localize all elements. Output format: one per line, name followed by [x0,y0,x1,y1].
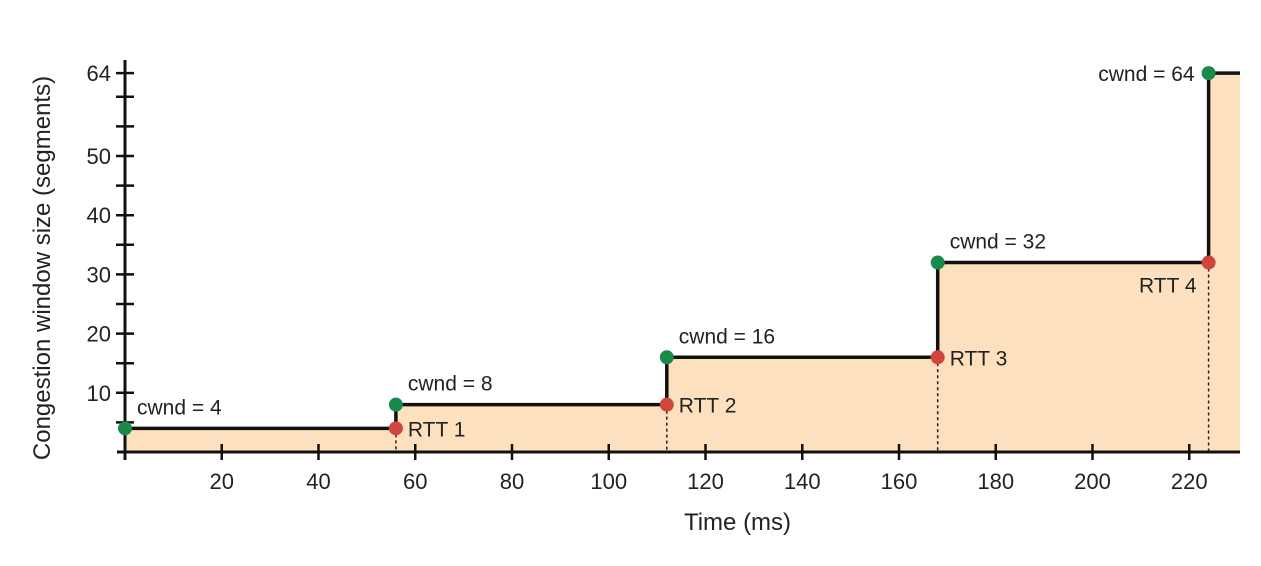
x-tick-label-20: 20 [210,469,234,494]
cwnd-label-3: cwnd = 16 [679,325,775,348]
cwnd-point-1 [118,421,132,436]
rtt-point-4 [1201,255,1216,270]
y-tick-label-40: 40 [87,203,111,228]
x-tick-label-120: 120 [687,469,724,494]
x-tick-label-160: 160 [881,469,918,494]
x-tick-label-220: 220 [1171,469,1208,494]
cwnd-label-2: cwnd = 8 [408,373,493,396]
cwnd-point-3 [659,350,674,365]
cwnd-point-2 [388,397,403,412]
cwnd-label-4: cwnd = 32 [950,231,1046,254]
rtt-label-4: RTT 4 [1139,275,1197,298]
cwnd-step-line [125,71,1240,431]
rtt-label-1: RTT 1 [408,418,466,441]
cwnd-point-4 [930,255,945,270]
cwnd-label-1: cwnd = 4 [137,396,222,419]
rtt-point-1 [388,421,403,436]
x-tick-label-40: 40 [306,469,330,494]
cwnd-label-5: cwnd = 64 [1098,63,1195,86]
x-tick-label-100: 100 [590,469,627,494]
rtt-point-3 [930,350,945,365]
cwnd-area-fill [125,73,1240,453]
x-tick-label-80: 80 [500,469,524,494]
x-tick-label-140: 140 [784,469,821,494]
x-tick-label-200: 200 [1074,469,1111,494]
cwnd-point-5 [1201,66,1216,81]
y-tick-label-10: 10 [87,381,111,406]
x-axis-title: Time (ms) [684,509,791,536]
rtt-label-2: RTT 2 [679,395,737,418]
x-tick-label-180: 180 [977,469,1014,494]
rtt-point-2 [659,397,674,412]
y-axis-title: Congestion window size (segments) [29,76,56,460]
y-tick-label-50: 50 [87,144,111,169]
rtt-label-3: RTT 3 [950,347,1008,370]
y-tick-label-30: 30 [87,262,111,287]
x-tick-label-60: 60 [403,469,427,494]
y-tick-label-64: 64 [87,61,111,86]
y-tick-label-20: 20 [87,322,111,347]
